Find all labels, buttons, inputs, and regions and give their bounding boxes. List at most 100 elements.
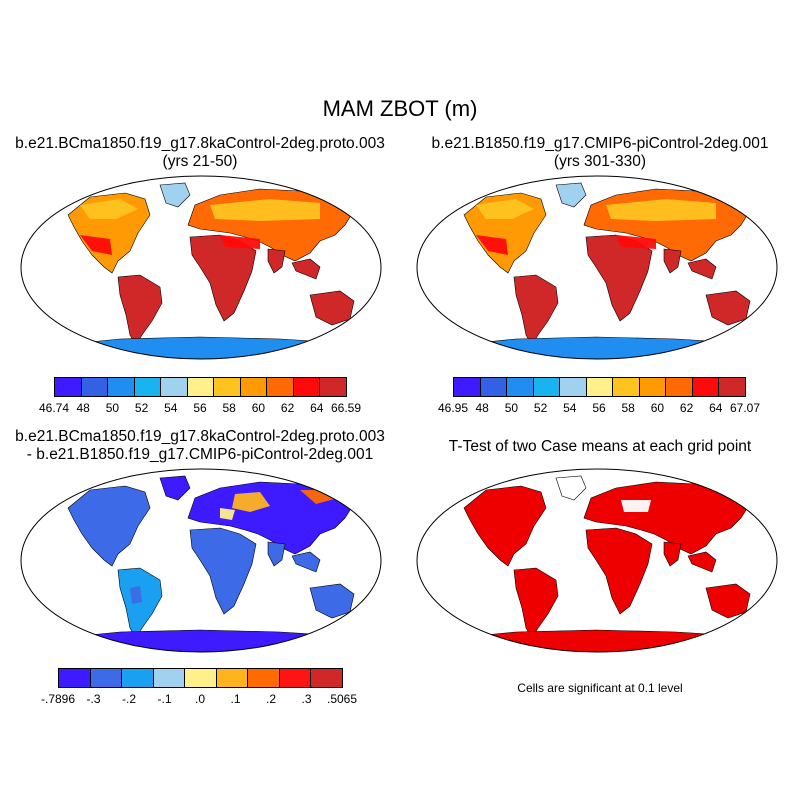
landmass-antarctica <box>59 336 361 359</box>
colorbar-box <box>160 377 188 397</box>
landmass-africa <box>585 527 653 615</box>
colorbar-tick-label: .1 <box>230 692 241 706</box>
colorbar-box <box>80 377 109 397</box>
panel-4-title-line-1: T-Test of two Case means at each grid po… <box>448 438 752 455</box>
colorbar-box <box>691 377 720 397</box>
landmass-seasia <box>687 551 717 573</box>
field-patch <box>220 235 260 249</box>
colorbar-box <box>121 668 154 688</box>
field-patch <box>80 235 112 255</box>
landmass-africa <box>189 527 257 615</box>
landmass-namerica <box>67 485 151 567</box>
figure-title: MAM ZBOT (m) <box>322 96 478 121</box>
colorbar-tick-label: 66.59 <box>330 401 362 415</box>
map-border <box>416 468 778 653</box>
colorbar-box <box>585 377 614 397</box>
landmass-antarctica <box>455 336 757 359</box>
colorbar-box <box>186 377 215 397</box>
colorbar-box <box>310 668 343 688</box>
landmass-greenland <box>159 475 191 501</box>
colorbar-tick-label: 52 <box>533 401 548 415</box>
colorbar-tick-label: .3 <box>301 692 312 706</box>
colorbar-box <box>266 377 294 397</box>
colorbar-tick-label: 46.95 <box>437 401 469 415</box>
colorbar-box <box>133 377 162 397</box>
landmass-seasia <box>291 258 321 280</box>
map-border <box>20 468 382 653</box>
landmass-seasia <box>291 551 321 573</box>
colorbar-box <box>239 377 268 397</box>
landmass-namerica <box>463 485 547 567</box>
landmass-antarctica <box>59 629 361 652</box>
colorbar-tick-label: 60 <box>650 401 665 415</box>
colorbar-tick-label: 48 <box>475 401 489 415</box>
landmass-greenland <box>159 182 191 208</box>
colorbar-box <box>107 377 135 397</box>
landmass-antarctica <box>455 629 757 652</box>
map-land <box>21 176 381 359</box>
field-patch <box>210 199 320 221</box>
landmass-samerica <box>513 567 559 639</box>
field-patch <box>621 500 651 512</box>
panel-1-title-line-2: (yrs 21-50) <box>162 153 238 170</box>
landmass-india <box>663 541 682 567</box>
colorbar-tick-label: -.3 <box>86 692 101 706</box>
field-patch <box>220 508 235 520</box>
colorbar-tick-label: 46.74 <box>38 401 70 415</box>
colorbar-box <box>559 377 587 397</box>
colorbar-tick-label: 50 <box>105 401 120 415</box>
map-panel-2 <box>416 175 778 360</box>
map-panel-3 <box>20 468 382 653</box>
panel-1-title: b.e21.BCma1850.f19_g17.8kaControl-2deg.p… <box>0 135 400 171</box>
landmass-samerica <box>513 274 559 346</box>
colorbar-tick-label: .0 <box>194 692 206 706</box>
field-patch <box>80 199 138 219</box>
colorbar-tick-label: 60 <box>251 401 266 415</box>
colorbar-box <box>58 668 91 688</box>
colorbar-box <box>638 377 667 397</box>
colorbar-tick-label: 54 <box>563 401 577 415</box>
colorbar-tick-label: 62 <box>280 401 295 415</box>
field-patch <box>476 235 508 255</box>
colorbar-box <box>152 668 186 688</box>
map-panel-4 <box>416 468 778 653</box>
colorbar-tick-label: .2 <box>265 692 277 706</box>
colorbar-tick-label: 62 <box>679 401 694 415</box>
colorbar-box <box>292 377 321 397</box>
field-patch <box>130 586 142 604</box>
colorbar-tick-label: 54 <box>164 401 178 415</box>
colorbar-tick-label: .5065 <box>326 692 358 706</box>
panel-3-title-line-2: - b.e21.B1850.f19_g17.CMIP6-piControl-2d… <box>26 446 374 463</box>
landmass-samerica <box>117 567 163 639</box>
panel-3-title: b.e21.BCma1850.f19_g17.8kaControl-2deg.p… <box>0 428 400 464</box>
colorbar-tick-label: 64 <box>310 401 324 415</box>
colorbar-box <box>213 377 241 397</box>
field-patch <box>546 504 581 530</box>
colorbar-tick-label: 56 <box>193 401 207 415</box>
panel-1-title-line-1: b.e21.BCma1850.f19_g17.8kaControl-2deg.p… <box>15 135 385 152</box>
colorbar-box <box>278 668 312 688</box>
panel-2-title-line-2: (yrs 301-330) <box>553 153 647 170</box>
colorbar-box <box>89 668 123 688</box>
colorbar-box <box>54 377 82 397</box>
panel-3-title-line-1: b.e21.BCma1850.f19_g17.8kaControl-2deg.p… <box>15 428 385 445</box>
landmass-india <box>267 541 286 567</box>
colorbar-panel-2: 46.95 48 50 52 54 56 58 60 62 64 67.07 <box>438 377 760 417</box>
colorbar-box <box>319 377 347 397</box>
field-patch <box>232 492 270 512</box>
colorbar-tick-label: -.7896 <box>40 692 76 706</box>
landmass-seasia <box>687 258 717 280</box>
colorbar-box <box>215 668 249 688</box>
landmass-india <box>267 248 286 274</box>
colorbar-tick-label: 52 <box>134 401 149 415</box>
map-land <box>417 469 777 652</box>
colorbar-tick-label: 56 <box>592 401 606 415</box>
panel-4-title: T-Test of two Case means at each grid po… <box>400 438 800 456</box>
colorbar-box <box>665 377 693 397</box>
landmass-india <box>663 248 682 274</box>
colorbar-box <box>532 377 561 397</box>
map-border <box>20 175 382 360</box>
colorbar-box <box>247 668 280 688</box>
colorbar-tick-label: 48 <box>76 401 90 415</box>
colorbar-box <box>612 377 640 397</box>
